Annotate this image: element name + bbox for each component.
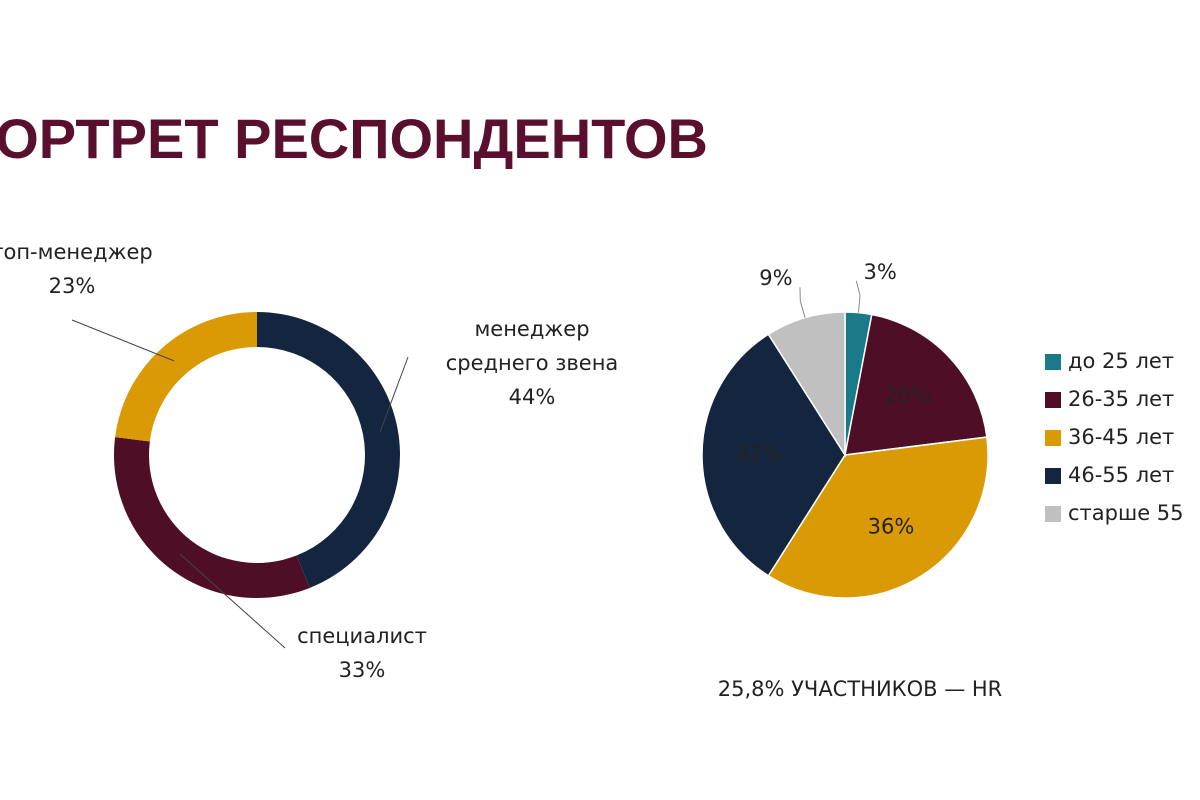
legend-swatch [1045, 354, 1061, 370]
leader-line [179, 553, 286, 649]
leader-line [855, 280, 861, 313]
legend-label: 26-35 лет [1068, 387, 1174, 411]
pie-slice [767, 311, 846, 458]
value-label: 9% [759, 266, 792, 290]
category-label: топ-менеджер [0, 240, 153, 264]
category-label: специалист [297, 624, 427, 648]
legend-swatch [1045, 468, 1061, 484]
slide-title: ПОРТРЕТ РЕСПОНДЕНТОВ [0, 107, 708, 170]
legend-swatch [1045, 392, 1061, 408]
annotation: 25,8% УЧАСТНИКОВ — HR [718, 677, 1003, 701]
value-label: 20% [884, 383, 931, 407]
value-label: 44% [509, 385, 556, 409]
leader-line [799, 287, 806, 318]
donut-segment [257, 312, 400, 588]
value-label: 36% [868, 514, 915, 538]
category-label: менеджер среднего звена [446, 317, 619, 375]
value-label: 32% [736, 442, 783, 466]
value-label: 23% [49, 274, 96, 298]
legend-swatch [1045, 506, 1061, 522]
legend-label: до 25 лет [1068, 349, 1174, 373]
donut-segment [114, 437, 310, 598]
leader-line [379, 356, 409, 432]
legend-label: старше 55 [1068, 501, 1184, 525]
value-label: 3% [864, 260, 897, 284]
legend-label: 36-45 лет [1068, 425, 1174, 449]
value-label: 33% [339, 658, 386, 682]
legend-label: 46-55 лет [1068, 463, 1174, 487]
donut-segment [115, 312, 257, 442]
pie-slice [701, 333, 846, 577]
legend-swatch [1045, 430, 1061, 446]
pie-slice [844, 313, 988, 456]
pie-slice [767, 436, 989, 599]
leader-line [71, 319, 175, 362]
